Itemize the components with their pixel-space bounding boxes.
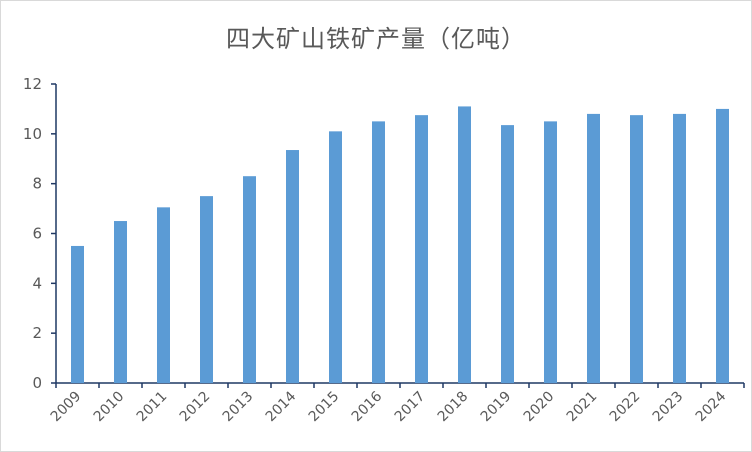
y-tick-label: 6 — [32, 225, 42, 243]
x-tick-label: 2014 — [263, 388, 300, 425]
bar-2012 — [200, 196, 213, 383]
x-tick-label: 2016 — [349, 388, 386, 425]
bar-2021 — [587, 113, 600, 384]
x-tick-label: 2024 — [693, 388, 730, 425]
bar-2024 — [716, 108, 729, 384]
y-tick-label: 10 — [23, 125, 42, 143]
y-tick-label: 12 — [23, 75, 42, 93]
y-tick-label: 8 — [32, 175, 42, 193]
bar-series — [71, 106, 729, 384]
y-tick-label: 2 — [32, 324, 42, 342]
x-tick-label: 2009 — [48, 389, 85, 426]
bar-2017 — [415, 115, 428, 383]
x-tick-label: 2023 — [650, 389, 687, 426]
bar-2011 — [157, 207, 170, 383]
x-tick-label: 2012 — [177, 389, 214, 426]
x-tick-label: 2015 — [306, 389, 343, 426]
bar-2010 — [114, 221, 127, 383]
chart-title: 四大矿山铁矿产量（亿吨） — [226, 25, 526, 53]
bar-2016 — [372, 121, 385, 383]
x-tick-label: 2019 — [478, 389, 515, 426]
x-tick-label: 2011 — [134, 389, 171, 426]
bar-2009 — [71, 245, 84, 383]
bar-2015 — [329, 131, 342, 383]
x-tick-label: 2013 — [220, 389, 257, 426]
bar-2014 — [286, 150, 299, 383]
x-tick-label: 2017 — [392, 389, 429, 426]
x-tick-label: 2010 — [91, 389, 128, 426]
x-axis: 2009 2010 2011 2012 2013 2014 2015 2016 2017 2018… — [48, 382, 745, 426]
x-tick-label: 2021 — [564, 389, 601, 426]
bar-2022 — [630, 115, 643, 383]
bar-2023 — [673, 113, 686, 384]
bar-2019 — [501, 125, 514, 384]
bar-2013 — [243, 176, 256, 383]
y-axis: 0 2 4 6 8 10 12 — [23, 75, 57, 392]
bar-2018 — [458, 106, 471, 384]
x-tick-label: 2022 — [607, 389, 644, 426]
y-tick-label: 0 — [32, 374, 42, 392]
x-tick-label: 2020 — [521, 389, 558, 426]
y-tick-label: 4 — [32, 274, 42, 292]
bar-2020 — [544, 121, 557, 383]
x-tick-label: 2018 — [435, 389, 472, 426]
